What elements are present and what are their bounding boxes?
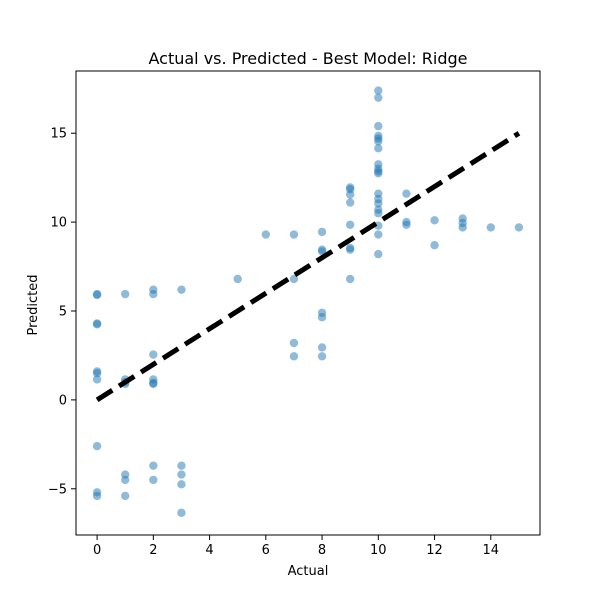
data-point — [345, 274, 355, 284]
data-point — [177, 470, 186, 479]
plot-area: 0 2 4 6 8 10 12 14 −5 0 5 10 15 — [48, 70, 541, 558]
data-point — [121, 289, 130, 299]
data-point — [374, 221, 383, 230]
data-point — [289, 274, 299, 284]
data-point — [92, 290, 102, 300]
data-point — [374, 209, 383, 218]
data-point — [289, 352, 299, 361]
y-tick-label: 0 — [59, 393, 67, 408]
data-point — [92, 491, 102, 501]
data-point — [374, 137, 383, 146]
data-point — [289, 230, 299, 239]
chart-title: Actual vs. Predicted - Best Model: Ridge — [149, 49, 468, 68]
data-point — [374, 169, 383, 178]
data-point — [149, 350, 158, 359]
y-axis-label: Predicted — [26, 274, 41, 335]
x-axis-label: Actual — [288, 564, 329, 579]
x-tick-label: 0 — [93, 543, 101, 558]
data-point — [345, 198, 355, 207]
data-point — [317, 343, 327, 352]
data-point — [92, 369, 102, 378]
x-tick-label: 12 — [426, 543, 443, 558]
data-point — [486, 223, 495, 232]
data-point — [374, 230, 383, 239]
x-tick-label: 10 — [370, 543, 387, 558]
data-point — [149, 461, 158, 470]
data-point — [430, 241, 439, 250]
data-point — [233, 274, 242, 284]
data-point — [289, 338, 299, 348]
data-point — [92, 375, 102, 384]
y-tick-label: 15 — [50, 127, 67, 142]
reference-line — [95, 131, 521, 403]
data-point — [149, 379, 158, 389]
data-point — [317, 313, 327, 322]
data-point — [177, 480, 186, 489]
data-point — [317, 352, 327, 361]
data-point — [374, 86, 383, 95]
data-point — [374, 249, 383, 259]
data-point — [374, 199, 383, 208]
axes-frame — [75, 70, 541, 536]
data-point — [374, 121, 383, 131]
data-point — [514, 223, 524, 232]
data-point — [177, 461, 186, 470]
data-point — [458, 223, 467, 232]
data-point — [317, 227, 327, 237]
y-tick-label: −5 — [48, 482, 67, 497]
y-tick-label: 5 — [59, 305, 67, 320]
data-point — [374, 93, 383, 102]
data-point — [92, 441, 102, 451]
data-point — [92, 320, 102, 329]
data-point — [345, 220, 355, 229]
x-tick-label: 2 — [149, 543, 157, 558]
data-point — [121, 475, 130, 485]
x-tick-label: 14 — [483, 543, 500, 558]
data-point — [374, 144, 383, 153]
data-point — [345, 245, 355, 254]
data-point — [261, 230, 271, 239]
x-tick-label: 6 — [262, 543, 270, 558]
data-point — [430, 216, 439, 225]
data-point — [149, 289, 158, 299]
data-point — [402, 189, 411, 198]
data-point — [345, 190, 355, 199]
x-tick-label: 8 — [318, 543, 326, 558]
data-point — [121, 491, 130, 501]
data-point — [402, 220, 411, 229]
y-tick-label: 10 — [50, 216, 67, 231]
data-point — [149, 475, 158, 485]
data-point — [177, 508, 186, 517]
x-tick-label: 4 — [205, 543, 213, 558]
data-point — [177, 285, 186, 294]
